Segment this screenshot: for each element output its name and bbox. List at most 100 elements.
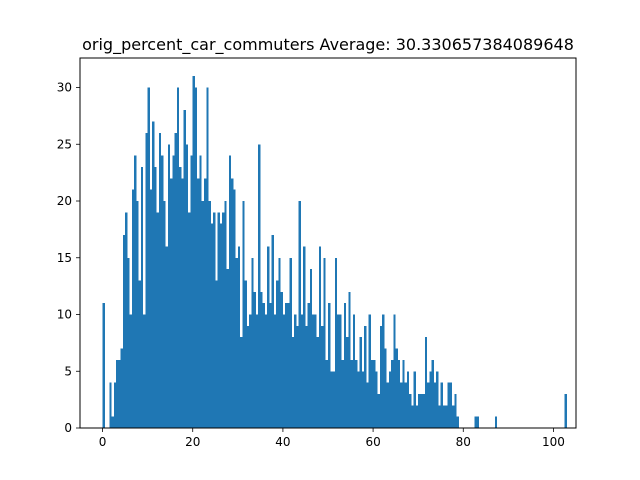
histogram-bar [217,212,220,428]
histogram-bar [413,371,416,428]
histogram-bar [422,393,425,428]
histogram-bar [206,87,209,428]
histogram-bar [391,359,394,428]
histogram-bar [456,416,459,428]
histogram-bar [140,166,144,428]
histogram-bar [314,314,317,428]
histogram-bar [282,314,286,428]
histogram-bar [269,303,272,428]
histogram-bar [188,212,191,428]
histogram-bar [373,359,376,428]
histogram-bar [264,314,268,428]
histogram-bar [152,121,155,428]
y-tick-label: 20 [57,194,72,208]
histogram-bar [253,291,256,428]
histogram-bars [102,76,567,429]
histogram-bar [102,303,105,428]
histogram-bar [454,393,457,428]
histogram-bar [278,257,281,428]
histogram-bar [442,405,446,428]
histogram-bar [174,132,177,429]
histogram-bar [318,246,322,428]
x-tick-label: 100 [542,435,565,449]
histogram-bar [307,303,310,428]
histogram-bar [300,314,304,428]
histogram-bar [127,257,130,428]
histogram-bar [433,382,437,428]
histogram-bar [291,337,295,428]
histogram-bar [382,314,385,428]
histogram-bar [273,314,277,428]
histogram-bar [111,416,114,428]
histogram-bar [355,359,358,428]
histogram-bar [109,382,112,428]
histogram-bar [377,393,380,428]
histogram-bar [494,416,498,428]
histogram-bar [393,314,396,428]
histogram-bar [305,325,308,428]
histogram-bar [409,393,412,428]
histogram-bar [199,155,202,428]
histogram-bar [309,269,313,428]
histogram-bar [321,325,324,428]
histogram-bar [240,337,243,428]
histogram-bar [303,246,306,428]
histogram-bar [404,382,407,428]
histogram-bar [181,178,184,428]
histogram-bar [334,257,338,428]
histogram-bar [233,189,236,428]
histogram-bar [222,212,225,428]
histogram-bar [411,405,414,428]
histogram-bar [125,212,128,428]
histogram-bar [118,359,121,428]
histogram-bar [219,223,223,428]
histogram-bar [267,246,270,428]
histogram-bar [204,178,207,428]
histogram-bar [244,280,247,428]
histogram-bar [134,155,137,428]
histogram-bar [249,314,252,428]
histogram-bar [271,235,274,428]
histogram-bar [438,405,441,428]
y-tick-label: 0 [64,421,72,435]
histogram-bar [298,201,301,428]
histogram-bar [285,303,288,428]
plot-frame [79,57,577,429]
histogram-bar [406,371,410,428]
histogram-bar [294,314,297,428]
histogram-bar [113,382,117,428]
histogram-bar [316,337,319,428]
histogram-bar [332,371,335,428]
histogram-bar [296,325,299,428]
histogram-bar [388,371,392,428]
y-tick-label: 30 [57,81,72,95]
histogram-bar [163,201,166,428]
histogram-bar [215,280,218,428]
histogram-bar [165,246,168,428]
x-tick-label: 60 [365,435,380,449]
histogram-bar [255,314,259,428]
histogram-bar [364,325,367,428]
histogram-bar [361,371,365,428]
histogram-bar [235,257,238,428]
histogram-bar [343,303,347,428]
histogram-bar [476,416,480,428]
histogram-bar [158,132,162,429]
x-tick-label: 80 [456,435,471,449]
histogram-bar [341,359,344,428]
histogram-bar [260,291,263,428]
histogram-bar [246,325,250,428]
histogram-bar [328,303,331,428]
histogram-bar [350,359,353,428]
histogram-bar [161,155,164,428]
histogram-bar [156,212,159,428]
histogram-bar [172,155,175,428]
histogram-bar [176,87,180,428]
histogram-bar [564,393,567,428]
histogram-bar [170,178,173,428]
histogram-bar [190,155,193,428]
histogram-bar [424,337,428,428]
histogram-bar [131,189,135,428]
histogram-bar [149,189,153,428]
